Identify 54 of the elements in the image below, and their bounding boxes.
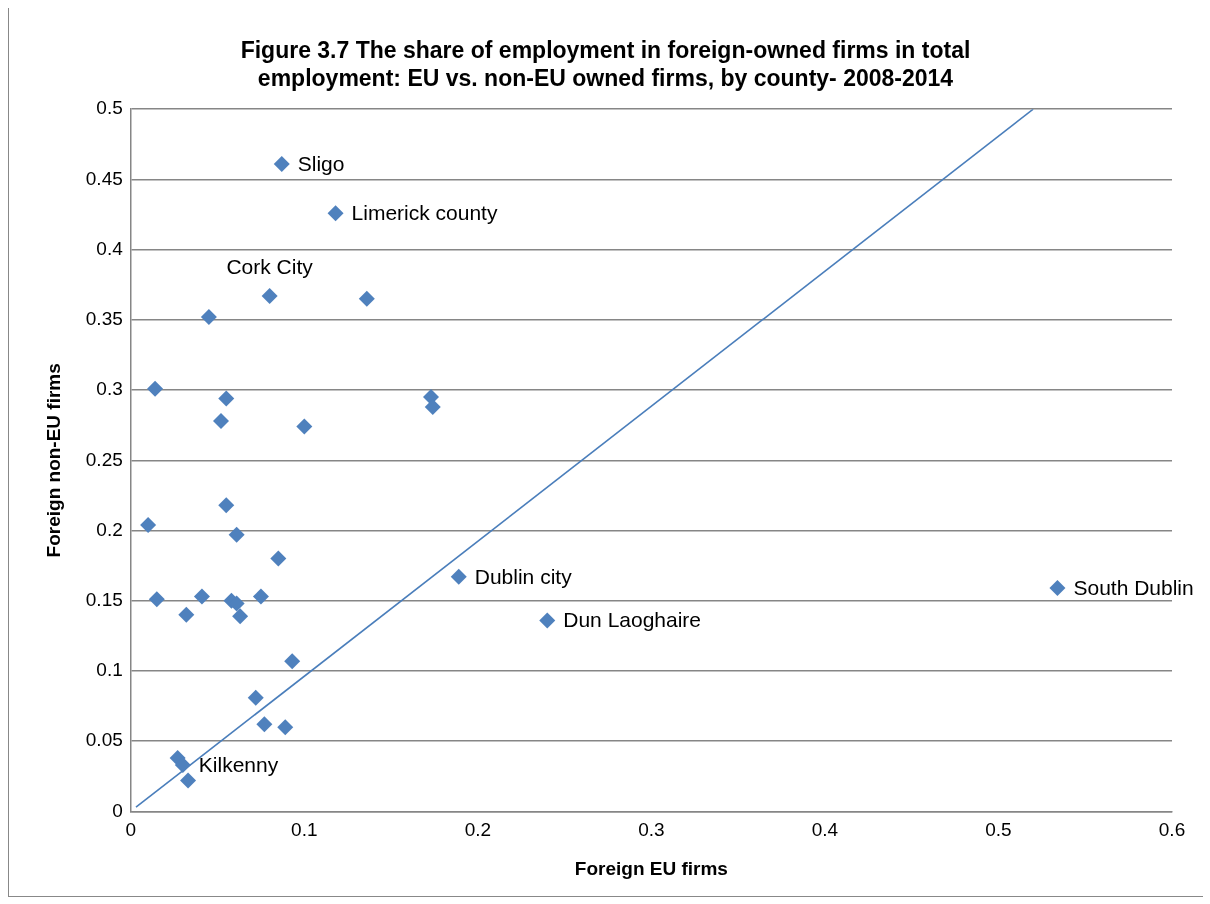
y-tick-label: 0.05: [85, 729, 123, 751]
y-axis-title: Foreign non-EU firms: [42, 363, 64, 558]
point: [218, 497, 235, 514]
point: [147, 380, 164, 397]
x-tick-label: 0.3: [638, 819, 665, 841]
point: [450, 568, 467, 585]
annotation: Dun Laoghaire: [563, 608, 702, 632]
annotation: Limerick county: [351, 200, 498, 224]
point: [180, 772, 197, 789]
point: [327, 205, 344, 222]
x-tick-label: 0.6: [1158, 819, 1186, 841]
y-tick-label: 0: [112, 799, 123, 821]
y-tick-label: 0.25: [85, 448, 123, 470]
point: [140, 516, 157, 533]
y-tick-label: 0.45: [85, 167, 123, 189]
point: [296, 418, 313, 435]
point: [178, 606, 195, 623]
annotation: Dublin city: [474, 564, 573, 588]
x-axis-title: Foreign EU firms: [574, 857, 728, 879]
y-tick-label: 0.5: [96, 97, 123, 119]
point: [358, 290, 375, 307]
annotation: Cork City: [226, 254, 314, 278]
annotation: South Dublin: [1073, 575, 1194, 599]
y-tick-label: 0.1: [96, 659, 123, 681]
y-tick-label: 0.4: [96, 237, 124, 259]
point: [277, 719, 294, 736]
point: [1049, 580, 1066, 597]
point: [232, 608, 249, 625]
x-tick-label: 0.1: [291, 819, 318, 841]
point: [261, 287, 278, 304]
chart-title: Figure 3.7 The share of employment in foreign-owned firms in total employment: EU vs. non-EU owned firms, by county- 2008-2014: [240, 37, 971, 91]
point: [200, 309, 217, 326]
point: [148, 591, 165, 608]
point: [256, 716, 273, 733]
point: [273, 155, 290, 172]
x-tick-label: 0.4: [811, 819, 839, 841]
point: [193, 588, 210, 605]
x-tick-label: 0.2: [464, 819, 492, 841]
y-tick-label: 0.3: [96, 378, 123, 400]
y-tick-label: 0.2: [96, 518, 123, 540]
point: [252, 588, 269, 605]
point: [539, 612, 556, 629]
point: [270, 550, 287, 567]
point: [247, 689, 264, 706]
annotation: Sligo: [297, 151, 345, 175]
point: [174, 757, 191, 774]
annotation: Kilkenny: [198, 752, 279, 776]
point: [284, 653, 301, 670]
y-tick-label: 0.15: [85, 588, 123, 610]
point: [213, 412, 230, 429]
point: [218, 390, 235, 407]
point: [228, 526, 245, 543]
x-tick-label: 0.5: [985, 819, 1012, 841]
y-tick-label: 0.35: [85, 308, 123, 330]
